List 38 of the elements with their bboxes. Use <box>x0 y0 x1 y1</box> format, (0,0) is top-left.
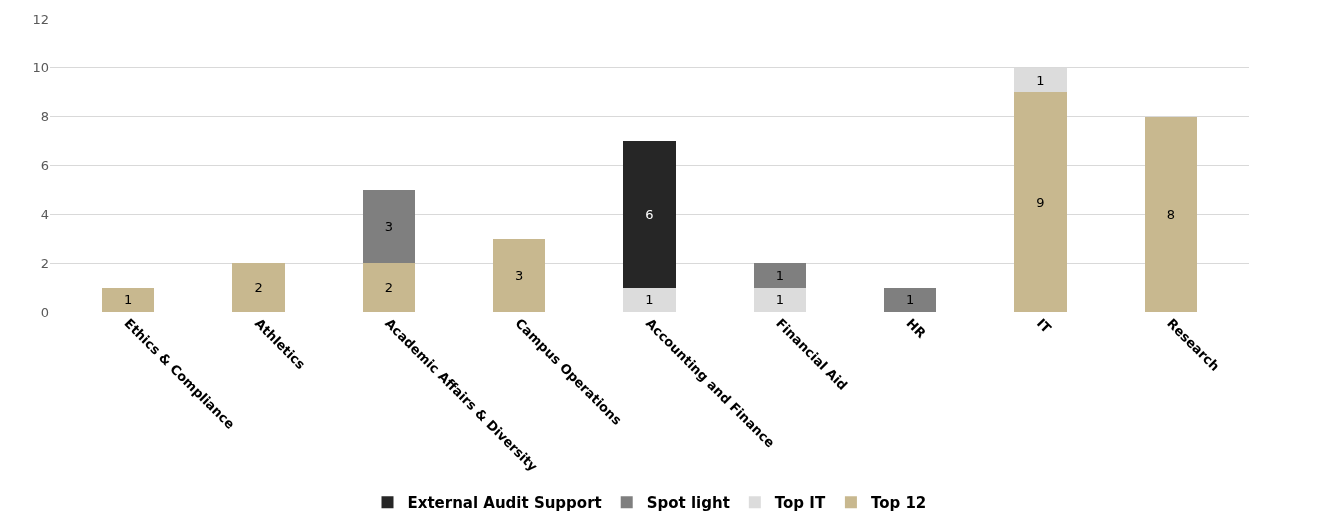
data-label: 6 <box>645 206 654 222</box>
bar <box>362 189 415 264</box>
data-label: 3 <box>515 267 524 283</box>
data-label: 9 <box>1036 194 1045 210</box>
y-tick-label: 4 <box>40 206 49 222</box>
bar <box>623 141 676 288</box>
bar <box>884 287 937 312</box>
data-label: 1 <box>775 267 784 283</box>
y-tick-label: 2 <box>40 255 49 271</box>
bar <box>362 263 415 312</box>
bar <box>623 287 676 312</box>
bar <box>1014 92 1067 312</box>
bar <box>102 287 155 312</box>
legend-label: Spot light <box>646 494 730 513</box>
y-tick-label: 0 <box>40 304 49 320</box>
data-label: 1 <box>645 292 654 308</box>
data-label: 1 <box>775 292 784 308</box>
y-tick-label: 12 <box>32 11 49 27</box>
legend-label: Top IT <box>774 494 826 513</box>
bar <box>753 287 806 312</box>
data-label: 2 <box>254 280 263 296</box>
y-tick-label: 6 <box>40 158 49 174</box>
bar <box>493 238 546 312</box>
bar <box>753 263 806 288</box>
data-label: 8 <box>1166 206 1175 222</box>
data-label: 1 <box>1036 72 1045 88</box>
bar <box>1144 116 1197 312</box>
x-tick-label: IT <box>1033 315 1055 336</box>
data-label: 1 <box>124 292 133 308</box>
data-label: 3 <box>384 219 393 235</box>
data-label: 2 <box>384 280 393 296</box>
y-tick-label: 10 <box>32 60 49 76</box>
y-tick-label: 8 <box>40 109 49 125</box>
x-tick-label: HR <box>903 315 929 341</box>
legend-label: Top 12 <box>870 494 927 513</box>
bar <box>232 263 285 312</box>
data-label: 1 <box>906 292 915 308</box>
legend-label: External Audit Support <box>407 494 602 513</box>
